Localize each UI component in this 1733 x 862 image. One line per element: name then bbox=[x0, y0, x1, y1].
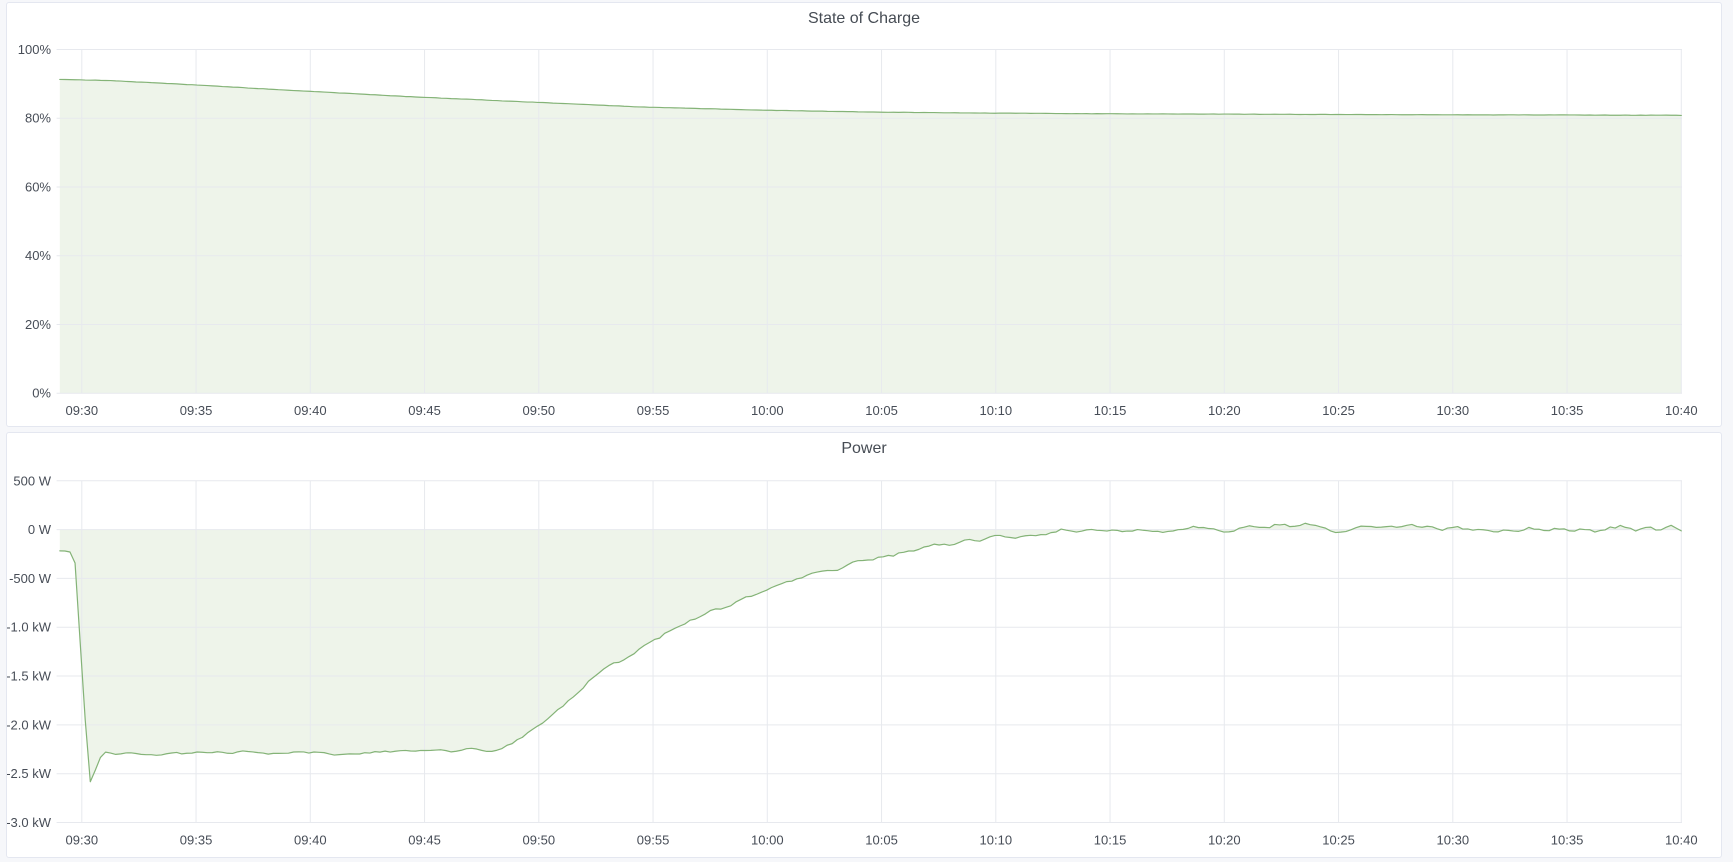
svg-text:10:20: 10:20 bbox=[1208, 403, 1241, 418]
svg-text:-2.5 kW: -2.5 kW bbox=[7, 766, 52, 781]
svg-text:60%: 60% bbox=[25, 179, 51, 194]
svg-text:10:30: 10:30 bbox=[1437, 403, 1470, 418]
svg-text:10:40: 10:40 bbox=[1665, 833, 1698, 848]
svg-text:10:35: 10:35 bbox=[1551, 833, 1584, 848]
svg-text:10:05: 10:05 bbox=[865, 833, 898, 848]
svg-text:10:00: 10:00 bbox=[751, 403, 784, 418]
svg-text:10:05: 10:05 bbox=[865, 403, 898, 418]
svg-text:10:25: 10:25 bbox=[1322, 403, 1355, 418]
svg-text:09:30: 09:30 bbox=[66, 403, 99, 418]
svg-text:10:10: 10:10 bbox=[980, 403, 1013, 418]
svg-text:-2.0 kW: -2.0 kW bbox=[7, 717, 52, 732]
svg-text:100%: 100% bbox=[18, 42, 52, 57]
svg-text:09:35: 09:35 bbox=[180, 833, 213, 848]
svg-text:10:15: 10:15 bbox=[1094, 833, 1127, 848]
svg-text:10:35: 10:35 bbox=[1551, 403, 1584, 418]
svg-text:-1.0 kW: -1.0 kW bbox=[7, 620, 52, 635]
svg-text:10:30: 10:30 bbox=[1437, 833, 1470, 848]
svg-text:0 W: 0 W bbox=[28, 522, 52, 537]
svg-text:10:40: 10:40 bbox=[1665, 403, 1698, 418]
svg-text:10:15: 10:15 bbox=[1094, 403, 1127, 418]
svg-text:09:35: 09:35 bbox=[180, 403, 213, 418]
svg-text:09:45: 09:45 bbox=[408, 403, 441, 418]
svg-text:09:40: 09:40 bbox=[294, 833, 327, 848]
svg-text:10:10: 10:10 bbox=[980, 833, 1013, 848]
svg-text:09:55: 09:55 bbox=[637, 833, 670, 848]
svg-text:500 W: 500 W bbox=[13, 473, 51, 488]
svg-text:20%: 20% bbox=[25, 317, 51, 332]
svg-text:-3.0 kW: -3.0 kW bbox=[7, 815, 52, 830]
svg-text:10:00: 10:00 bbox=[751, 833, 784, 848]
svg-text:-1.5 kW: -1.5 kW bbox=[7, 669, 52, 684]
svg-text:09:50: 09:50 bbox=[523, 403, 556, 418]
svg-text:09:50: 09:50 bbox=[523, 833, 556, 848]
svg-text:10:25: 10:25 bbox=[1322, 833, 1355, 848]
svg-text:80%: 80% bbox=[25, 111, 51, 126]
svg-text:09:30: 09:30 bbox=[66, 833, 99, 848]
svg-text:-500 W: -500 W bbox=[9, 571, 52, 586]
svg-text:0%: 0% bbox=[32, 386, 51, 401]
svg-text:09:55: 09:55 bbox=[637, 403, 670, 418]
svg-text:09:45: 09:45 bbox=[408, 833, 441, 848]
svg-text:09:40: 09:40 bbox=[294, 403, 327, 418]
svg-text:40%: 40% bbox=[25, 248, 51, 263]
svg-text:10:20: 10:20 bbox=[1208, 833, 1241, 848]
